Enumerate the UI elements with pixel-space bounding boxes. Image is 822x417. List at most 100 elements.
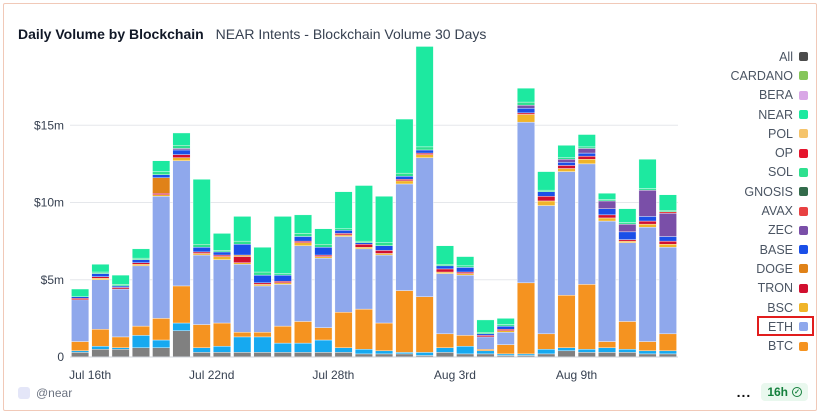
bar-segment-eth[interactable] [132, 265, 150, 327]
bar-segment-all[interactable] [192, 352, 211, 358]
bar-segment-tron[interactable] [537, 196, 556, 202]
bar-segment-eth[interactable] [618, 242, 637, 322]
bar-segment-base[interactable] [557, 162, 576, 166]
bar-segment-all[interactable] [71, 352, 90, 358]
legend-item-doge[interactable]: DOGE [668, 259, 808, 278]
bar-stack-1[interactable] [91, 264, 110, 358]
bar-segment-bsc[interactable] [132, 264, 150, 267]
bar-segment-bsc[interactable] [294, 242, 312, 246]
bar-segment-tron[interactable] [557, 165, 576, 169]
bar-segment-all[interactable] [618, 352, 637, 358]
bar-segment-near[interactable] [152, 160, 171, 172]
bar-segment-near[interactable] [111, 274, 130, 285]
more-options-icon[interactable]: ... [736, 384, 752, 400]
legend-item-zec[interactable]: ZEC [668, 221, 808, 240]
bar-segment-solana_blue[interactable] [111, 347, 130, 350]
bar-segment-eth[interactable] [294, 245, 312, 322]
bar-segment-btc[interactable] [476, 349, 495, 352]
bar-segment-near[interactable] [476, 319, 495, 333]
bar-stack-19[interactable] [456, 256, 475, 358]
bar-segment-tron[interactable] [354, 244, 373, 248]
bar-segment-near[interactable] [192, 179, 211, 245]
bar-segment-near[interactable] [354, 185, 373, 242]
bar-segment-bsc[interactable] [415, 154, 434, 158]
legend-item-pol[interactable]: POL [668, 124, 808, 143]
bar-segment-bsc[interactable] [456, 273, 475, 276]
bar-segment-near[interactable] [598, 193, 616, 200]
bar-segment-near[interactable] [294, 214, 312, 234]
bar-segment-tron[interactable] [476, 335, 495, 338]
bar-segment-near[interactable] [436, 245, 454, 265]
bar-segment-zec[interactable] [172, 148, 191, 151]
bar-segment-all[interactable] [273, 352, 292, 358]
bar-segment-tron[interactable] [395, 179, 414, 182]
bar-segment-solana_blue[interactable] [132, 335, 150, 348]
bar-segment-base[interactable] [395, 176, 414, 180]
bar-segment-bsc[interactable] [91, 278, 110, 280]
bar-stack-11[interactable] [294, 214, 312, 358]
bar-segment-near[interactable] [253, 247, 272, 273]
bar-segment-tron[interactable] [132, 262, 150, 265]
bar-segment-all[interactable] [213, 352, 231, 358]
bar-segment-sol[interactable] [598, 199, 616, 202]
bar-segment-all[interactable] [436, 352, 454, 358]
bar-segment-tron[interactable] [598, 214, 616, 219]
bar-segment-tron[interactable] [233, 256, 252, 263]
bar-segment-btc[interactable] [618, 321, 637, 350]
bar-segment-sol[interactable] [638, 188, 657, 191]
bar-stack-4[interactable] [152, 160, 171, 358]
bar-stack-14[interactable] [354, 185, 373, 358]
legend-item-all[interactable]: All [668, 47, 808, 66]
bar-segment-near[interactable] [273, 216, 292, 274]
bar-segment-sol[interactable] [415, 146, 434, 151]
bar-segment-base[interactable] [294, 236, 312, 242]
bar-stack-28[interactable] [638, 159, 657, 358]
legend-item-gnosis[interactable]: GNOSIS [668, 182, 808, 201]
bar-segment-btc[interactable] [132, 325, 150, 336]
bar-segment-tron[interactable] [415, 152, 434, 155]
bar-segment-all[interactable] [598, 352, 616, 358]
bar-segment-btc[interactable] [192, 324, 211, 348]
bar-segment-sol[interactable] [517, 101, 535, 106]
bar-segment-sol[interactable] [152, 171, 171, 175]
bar-segment-sol[interactable] [395, 172, 414, 177]
bar-segment-sol[interactable] [496, 324, 515, 327]
bar-segment-btc[interactable] [71, 341, 90, 352]
bar-segment-sol[interactable] [132, 257, 150, 260]
bar-segment-tron[interactable] [152, 193, 171, 195]
bar-segment-near[interactable] [456, 256, 475, 267]
legend-item-bsc[interactable]: BSC [668, 298, 808, 317]
bar-stack-29[interactable] [658, 194, 677, 358]
bar-segment-near[interactable] [557, 145, 576, 158]
bar-segment-tron[interactable] [436, 268, 454, 273]
bar-segment-tron[interactable] [517, 112, 535, 115]
bar-segment-bsc[interactable] [598, 217, 616, 222]
bar-segment-btc[interactable] [273, 325, 292, 344]
bar-segment-eth[interactable] [537, 205, 556, 335]
bar-stack-3[interactable] [132, 248, 150, 358]
bar-segment-base[interactable] [314, 247, 333, 256]
bar-segment-solana_blue[interactable] [314, 339, 333, 353]
bar-stack-13[interactable] [334, 191, 353, 358]
bar-stack-26[interactable] [598, 193, 616, 358]
bar-segment-base[interactable] [456, 267, 475, 273]
bar-segment-near[interactable] [213, 233, 231, 251]
bar-segment-btc[interactable] [415, 296, 434, 353]
legend-item-cardano[interactable]: CARDANO [668, 66, 808, 85]
bar-segment-tron[interactable] [273, 281, 292, 284]
bar-segment-bsc[interactable] [436, 271, 454, 274]
bar-segment-eth[interactable] [456, 274, 475, 336]
bar-segment-base[interactable] [598, 208, 616, 216]
bar-segment-sol[interactable] [253, 271, 272, 276]
bar-segment-eth[interactable] [375, 254, 394, 324]
bar-segment-btc[interactable] [152, 318, 171, 341]
bar-segment-near[interactable] [537, 171, 556, 191]
bar-segment-eth[interactable] [233, 264, 252, 333]
bar-segment-solana_blue[interactable] [557, 347, 576, 352]
bar-segment-bsc[interactable] [577, 159, 596, 165]
bar-segment-bsc[interactable] [334, 234, 353, 237]
bar-segment-tron[interactable] [618, 239, 637, 242]
bar-segment-solana_blue[interactable] [476, 350, 495, 355]
bar-segment-zec[interactable] [618, 223, 637, 233]
bar-segment-zec[interactable] [638, 189, 657, 217]
